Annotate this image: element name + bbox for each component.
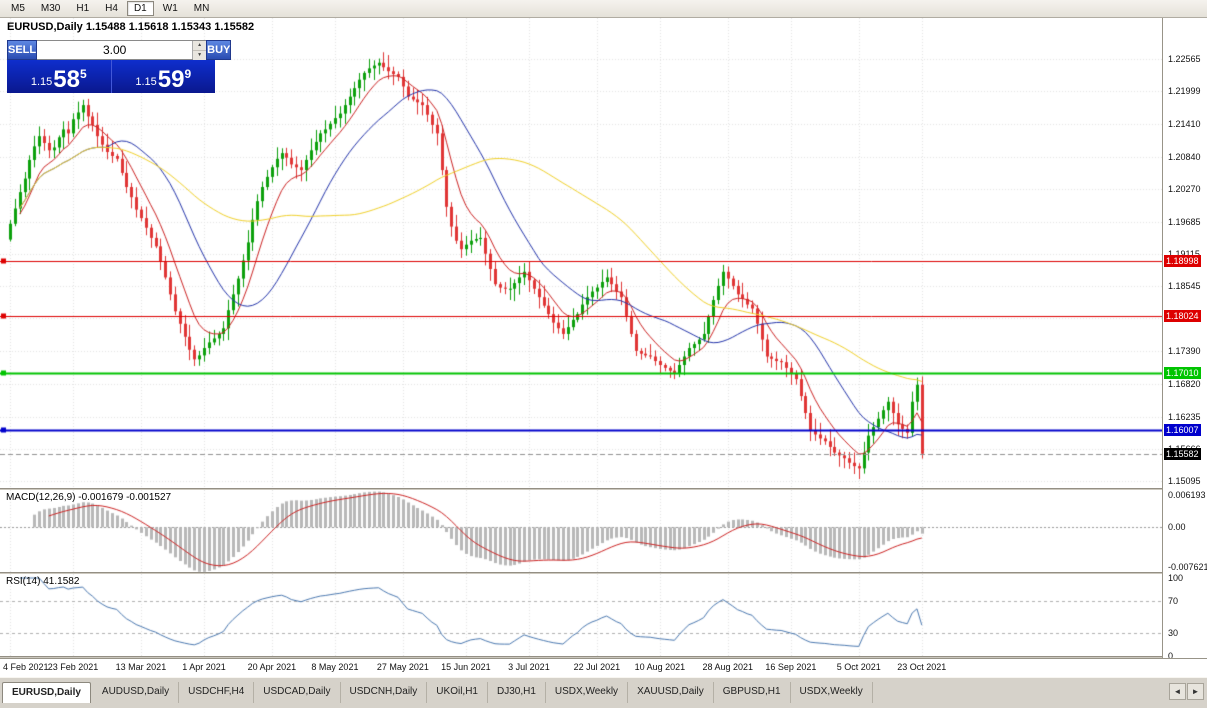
price-level-label: 1.18024 bbox=[1164, 309, 1201, 322]
timeframe-button-d1[interactable]: D1 bbox=[126, 1, 154, 16]
timeframe-button-h4[interactable]: H4 bbox=[98, 1, 125, 16]
macd-canvas[interactable] bbox=[0, 490, 1162, 572]
chart-ohlc-title: EURUSD,Daily 1.15488 1.15618 1.15343 1.1… bbox=[7, 21, 255, 33]
tab-scroll-buttons: ◄ ► bbox=[1169, 683, 1204, 700]
macd-tick-label: 0.006193 bbox=[1168, 490, 1206, 500]
date-label: 22 Jul 2021 bbox=[573, 662, 621, 672]
price-tick-label: 1.17390 bbox=[1168, 346, 1201, 357]
price-level-label: 1.17010 bbox=[1164, 366, 1201, 379]
price-level-label: 1.18998 bbox=[1164, 254, 1201, 267]
date-label: 27 May 2021 bbox=[376, 662, 429, 672]
tab-scroll-right-icon[interactable]: ► bbox=[1187, 683, 1204, 700]
price-level-label: 1.15582 bbox=[1164, 447, 1201, 460]
timeframe-button-m5[interactable]: M5 bbox=[4, 1, 32, 16]
timeframe-toolbar: M5 M30 H1 H4 D1 W1 MN bbox=[0, 0, 1207, 18]
sell-button[interactable]: SELL bbox=[7, 40, 38, 60]
rsi-tick-label: 30 bbox=[1168, 627, 1179, 638]
date-label: 23 Feb 2021 bbox=[47, 662, 99, 672]
ask-big-digits: 59 bbox=[157, 66, 185, 93]
chart-tab-gbpusd-h1[interactable]: GBPUSD,H1 bbox=[714, 682, 791, 703]
rsi-canvas[interactable] bbox=[0, 574, 1162, 656]
rsi-tick-label: 70 bbox=[1168, 596, 1179, 607]
date-label: 16 Sep 2021 bbox=[765, 662, 817, 672]
chart-tab-audusd-daily[interactable]: AUDUSD,Daily bbox=[93, 682, 180, 703]
price-tick-label: 1.20840 bbox=[1168, 151, 1201, 162]
volume-spinner: ▲ ▼ bbox=[192, 41, 207, 60]
price-chart-canvas[interactable] bbox=[0, 18, 1162, 488]
time-axis: 4 Feb 2021 23 Feb 2021 13 Mar 2021 1 Apr 20… bbox=[0, 658, 1207, 677]
chart-tab-usdcad-daily[interactable]: USDCAD,Daily bbox=[254, 682, 341, 703]
timeframe-button-h1[interactable]: H1 bbox=[69, 1, 96, 16]
chart-tab-eurusd-daily[interactable]: EURUSD,Daily bbox=[2, 682, 91, 703]
timeframe-button-m30[interactable]: M30 bbox=[34, 1, 67, 16]
date-label: 5 Oct 2021 bbox=[836, 662, 881, 672]
price-tick-label: 1.21410 bbox=[1168, 119, 1201, 130]
ask-pipette: 9 bbox=[184, 67, 192, 81]
macd-tick-label: -0.007621 bbox=[1168, 562, 1207, 572]
date-label: 8 May 2021 bbox=[311, 662, 359, 672]
tab-scroll-left-icon[interactable]: ◄ bbox=[1169, 683, 1186, 700]
chart-tab-bar: EURUSD,Daily AUDUSD,Daily USDCHF,H4 USDCAD,… bbox=[0, 677, 1207, 708]
chart-tabs: EURUSD,Daily AUDUSD,Daily USDCHF,H4 USDCAD,… bbox=[2, 682, 873, 703]
timeframe-button-w1[interactable]: W1 bbox=[156, 1, 185, 16]
chart-tab-ukoil-h1[interactable]: UKOil,H1 bbox=[427, 682, 488, 703]
bid-price[interactable]: 1.15 58 5 bbox=[7, 60, 111, 93]
price-tick-label: 1.18545 bbox=[1168, 281, 1201, 292]
volume-stepper[interactable]: ▲ ▼ bbox=[37, 40, 207, 60]
date-label: 20 Apr 2021 bbox=[247, 662, 297, 672]
date-label: 10 Aug 2021 bbox=[634, 662, 686, 672]
price-tick-label: 1.22565 bbox=[1168, 54, 1201, 65]
chart-tab-dj30-h1[interactable]: DJ30,H1 bbox=[488, 682, 546, 703]
price-tick-label: 1.19115 bbox=[1168, 249, 1200, 259]
panel-separator[interactable] bbox=[0, 572, 1207, 574]
chart-tab-usdchf-h4[interactable]: USDCHF,H4 bbox=[179, 682, 255, 703]
price-axis: 1.22565 1.21999 1.21410 1.20840 1.20270 1.196… bbox=[1162, 18, 1207, 661]
buy-button[interactable]: BUY bbox=[206, 40, 232, 60]
rsi-panel: RSI(14) 41.1582 bbox=[0, 574, 1162, 656]
volume-up-icon[interactable]: ▲ bbox=[193, 41, 207, 51]
chart-tab-usdx-weekly[interactable]: USDX,Weekly bbox=[546, 682, 629, 703]
chart-tab-usdcnh-daily[interactable]: USDCNH,Daily bbox=[341, 682, 428, 703]
chart-tab-usdx-weekly[interactable]: USDX,Weekly bbox=[791, 682, 873, 703]
macd-tick-label: 0.00 bbox=[1168, 522, 1186, 533]
ask-price[interactable]: 1.15 59 9 bbox=[110, 60, 216, 93]
date-label: 1 Apr 2021 bbox=[182, 662, 226, 672]
volume-down-icon[interactable]: ▼ bbox=[193, 51, 207, 60]
price-tick-label: 1.20270 bbox=[1168, 183, 1201, 194]
date-label: 13 Mar 2021 bbox=[115, 662, 167, 672]
main-chart-panel: EURUSD,Daily 1.15488 1.15618 1.15343 1.1… bbox=[0, 18, 1162, 488]
date-label: 3 Jul 2021 bbox=[508, 662, 550, 672]
bid-big-digits: 58 bbox=[53, 66, 80, 93]
chart-tab-xauusd-daily[interactable]: XAUUSD,Daily bbox=[628, 682, 714, 703]
price-tick-label: 1.21999 bbox=[1168, 86, 1201, 97]
price-tick-label: 1.15095 bbox=[1168, 476, 1201, 487]
one-click-trading-panel: SELL ▲ ▼ BUY 1.15 58 5 1.15 bbox=[7, 40, 232, 93]
macd-label: MACD(12,26,9) -0.001679 -0.001527 bbox=[6, 492, 172, 503]
price-tick-label: 1.19685 bbox=[1168, 216, 1201, 227]
date-label: 4 Feb 2021 bbox=[3, 662, 49, 672]
price-tick-label: 1.16820 bbox=[1168, 378, 1201, 389]
rsi-tick-label: 100 bbox=[1168, 573, 1184, 583]
panel-separator bbox=[0, 656, 1207, 658]
date-label: 23 Oct 2021 bbox=[897, 662, 947, 672]
rsi-label: RSI(14) 41.1582 bbox=[6, 576, 80, 587]
panel-separator[interactable] bbox=[0, 488, 1207, 490]
volume-input[interactable] bbox=[37, 41, 193, 59]
timeframe-button-mn[interactable]: MN bbox=[187, 1, 217, 16]
date-label: 28 Aug 2021 bbox=[702, 662, 754, 672]
date-label: 15 Jun 2021 bbox=[441, 662, 491, 672]
bid-prefix: 1.15 bbox=[30, 76, 53, 88]
bid-pipette: 5 bbox=[79, 67, 87, 81]
price-level-label: 1.16007 bbox=[1164, 423, 1201, 436]
ask-prefix: 1.15 bbox=[135, 76, 157, 88]
rsi-tick-label: 0 bbox=[1168, 651, 1174, 661]
macd-panel: MACD(12,26,9) -0.001679 -0.001527 bbox=[0, 490, 1162, 572]
price-tick-label: 1.16235 bbox=[1168, 411, 1201, 422]
